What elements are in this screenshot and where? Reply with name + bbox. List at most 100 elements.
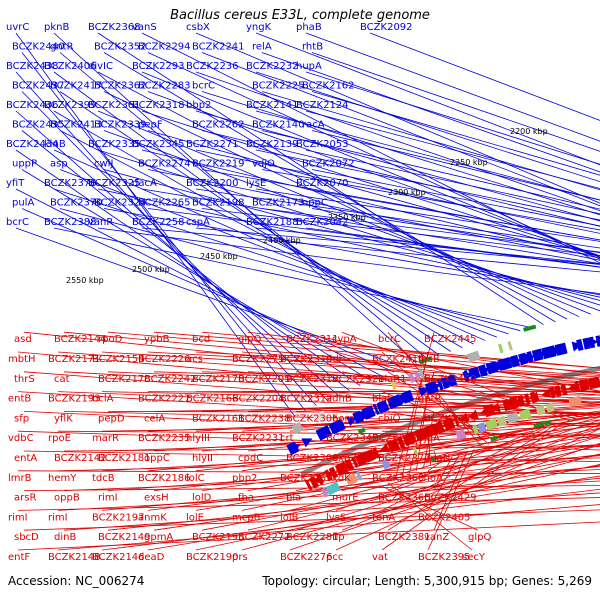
- reverse-gene-label: vxdK: [326, 473, 351, 484]
- reverse-gene-label: BCZK2311: [286, 334, 339, 345]
- forward-leader-line: [147, 91, 600, 257]
- reverse-leader-line: [241, 453, 600, 551]
- reverse-category-track: [472, 424, 479, 435]
- reverse-gene-arrow: [528, 391, 540, 402]
- reverse-gene-label: BCZK2226: [138, 354, 191, 365]
- reverse-gene-arrow: [356, 452, 369, 463]
- forward-leader-line: [255, 188, 600, 242]
- forward-gene-arrow: [316, 431, 328, 441]
- reverse-gene-label: adhB: [326, 394, 352, 405]
- forward-leader-line: [255, 32, 600, 166]
- forward-gene-label: BCZK2140: [252, 120, 305, 131]
- forward-gene-label: BCZK2335: [88, 139, 141, 150]
- forward-gene-label: lysE: [246, 178, 266, 189]
- forward-gene-label: cspA: [186, 217, 210, 228]
- reverse-gene-label: prs: [232, 552, 248, 563]
- reverse-gene-label: fba: [238, 493, 254, 504]
- reverse-gene-label: rimI: [8, 512, 28, 523]
- reverse-gene-track: [453, 415, 460, 427]
- tick-label: 2450 kbp: [200, 252, 238, 261]
- reverse-gene-label: BCZK2272: [238, 532, 291, 543]
- forward-category-track: [497, 343, 504, 354]
- reverse-gene-arrow: [441, 418, 453, 429]
- reverse-leader-line: [381, 351, 489, 445]
- reverse-leader-line: [427, 448, 475, 551]
- forward-leader-line: [201, 208, 600, 257]
- forward-leader-line: [255, 110, 600, 201]
- reverse-gene-arrow: [540, 388, 552, 398]
- forward-gene-label: BCZK2388: [44, 217, 97, 228]
- forward-gene-label: BCZK2225: [252, 81, 305, 92]
- reverse-gene-label: fosB: [418, 354, 440, 365]
- reverse-category-track: [485, 418, 499, 431]
- reverse-gene-label: secY: [462, 552, 486, 563]
- forward-gene-labels: uvrCBCZK2440BCZK2438BCZK2437BCZK2436BCZK…: [6, 22, 413, 228]
- reverse-gene-arrow: [567, 381, 579, 392]
- reverse-leader-line: [387, 424, 556, 531]
- forward-gene-label: kinB: [44, 139, 66, 150]
- reverse-gene-arrow: [404, 432, 416, 443]
- reverse-gene-label: tdcB: [92, 473, 115, 484]
- feature-tracks: [286, 324, 600, 498]
- reverse-gene-label: rimI: [98, 493, 118, 504]
- forward-leader-line: [103, 208, 600, 296]
- forward-leader-line: [311, 208, 600, 254]
- forward-gene-label: bcrC: [192, 81, 215, 92]
- reverse-gene-label: choA: [418, 473, 443, 484]
- forward-category-track: [418, 369, 425, 380]
- reverse-gene-label: lolB: [280, 512, 299, 523]
- forward-gene-label: gntR: [50, 42, 74, 53]
- reverse-gene-label: entB: [8, 394, 31, 405]
- forward-gene-label: BCZK2139: [246, 139, 299, 150]
- forward-leader-line: [141, 188, 600, 265]
- forward-gene-arrow: [587, 338, 599, 348]
- reverse-leader-line: [153, 371, 600, 387]
- forward-leader-line: [141, 149, 600, 259]
- reverse-gene-label: BCZK2190: [186, 552, 239, 563]
- forward-gene-label: BCZK2092: [360, 22, 413, 33]
- reverse-leader-line: [57, 504, 600, 551]
- forward-leader-line: [141, 110, 600, 257]
- forward-gene-arrow: [418, 387, 430, 397]
- reverse-gene-label: pbp2: [232, 473, 257, 484]
- forward-gene-label: vdjO: [252, 159, 275, 170]
- forward-gene-arrow: [571, 341, 583, 352]
- forward-gene-label: BCZK2236: [186, 61, 239, 72]
- forward-leader-line: [147, 130, 600, 257]
- reverse-gene-label: BCZK2178: [98, 374, 151, 385]
- reverse-gene-label: crt: [280, 433, 294, 444]
- reverse-gene-label: BCZK2369: [372, 473, 425, 484]
- reverse-gene-label: BCZK2395: [418, 552, 471, 563]
- reverse-leader-line: [63, 469, 600, 491]
- reverse-leader-line: [57, 457, 600, 472]
- forward-gene-label: BCZK2370: [50, 198, 103, 209]
- reverse-gene-arrow: [550, 385, 562, 396]
- forward-gene-label: BCZK2274: [138, 159, 191, 170]
- reverse-gene-arrow: [417, 427, 429, 438]
- forward-leader-line: [201, 52, 600, 207]
- forward-gene-label: BCZK2188: [246, 217, 299, 228]
- forward-gene-arrow: [551, 346, 563, 357]
- reverse-gene-label: BCZK2275: [232, 354, 285, 365]
- forward-leader-line: [305, 227, 600, 268]
- reverse-gene-label: BCZK2377: [378, 453, 431, 464]
- reverse-gene-label: lmrB: [8, 473, 32, 484]
- reverse-gene-label: BCZK2148: [48, 552, 101, 563]
- forward-leader-line: [311, 130, 600, 201]
- reverse-leader-line: [423, 411, 435, 468]
- reverse-leader-line: [295, 401, 600, 412]
- reverse-gene-label: exsH: [144, 493, 169, 504]
- forward-leader-line: [195, 188, 600, 249]
- reverse-leader-line: [147, 351, 600, 378]
- forward-gene-label: BCZK2070: [296, 178, 349, 189]
- forward-leader-line: [15, 71, 317, 406]
- forward-leader-line: [15, 188, 383, 377]
- reverse-gene-label: BCZK2181: [98, 453, 151, 464]
- reverse-leader-line: [401, 351, 429, 477]
- tick-labels: 2200 kbp 2250 kbp 2300 kbp 2350 kbp 2400 kbp…: [66, 127, 548, 285]
- reverse-gene-label: mbtH: [8, 354, 36, 365]
- forward-leader-line: [261, 208, 600, 253]
- forward-gene-label: racA: [302, 120, 325, 131]
- reverse-gene-label: lolD: [192, 493, 212, 504]
- reverse-leader-line: [289, 428, 600, 511]
